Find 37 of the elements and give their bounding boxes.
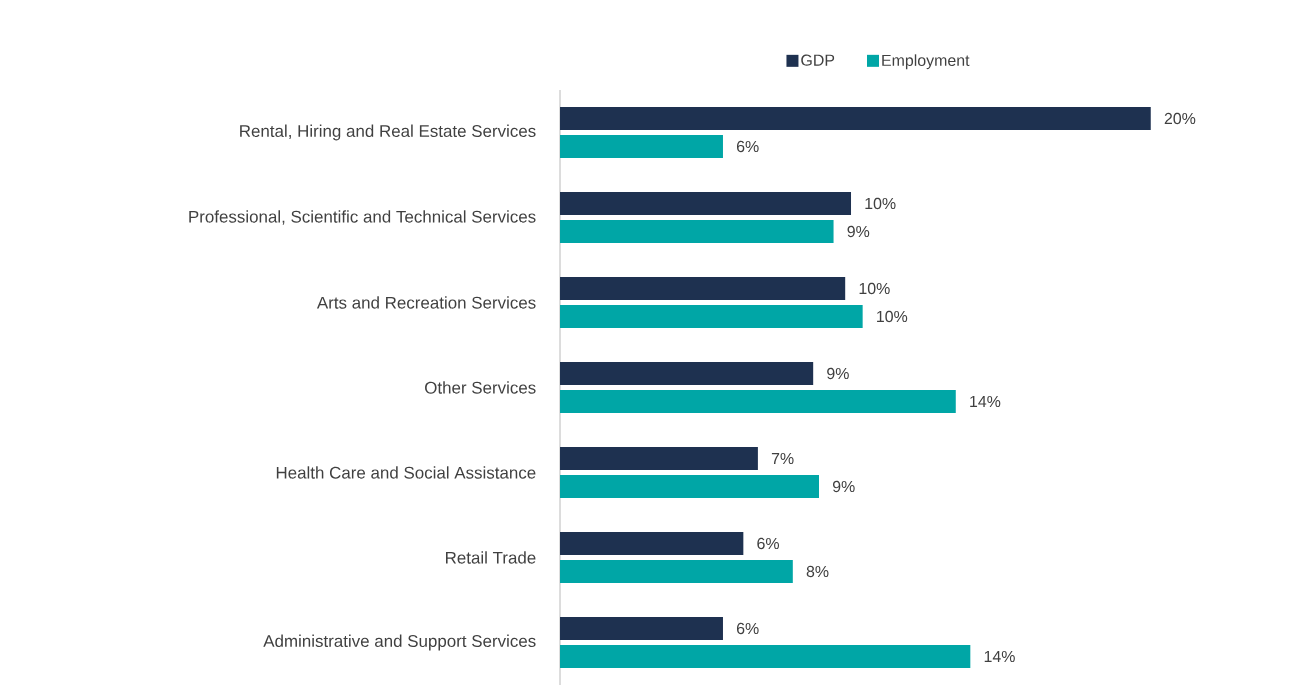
data-label: 20% (1164, 112, 1196, 125)
data-label: 10% (859, 282, 890, 295)
bar (560, 134, 723, 158)
y-tick-label: Other Services (425, 381, 536, 394)
data-label: 9% (832, 480, 855, 493)
data-label: 6% (736, 622, 759, 635)
y-tick-label: Arts and Recreation Services (316, 296, 536, 309)
bar (560, 106, 1151, 130)
data-label: 14% (984, 650, 1015, 663)
y-tick-label: Administrative and Support Services (263, 634, 536, 651)
bar (560, 446, 758, 470)
y-tick-label: Retail Trade (446, 551, 536, 564)
data-label: 9% (847, 225, 870, 238)
data-label: 6% (736, 140, 759, 153)
legend-label: GDP (801, 54, 835, 66)
bar (560, 474, 819, 498)
data-label: 6% (757, 537, 780, 550)
bar (560, 304, 863, 328)
data-label: 8% (806, 565, 829, 578)
y-tick-label: Professional, Scientific and Technical Services (189, 210, 536, 225)
bar (560, 389, 956, 413)
bar (560, 361, 814, 385)
data-label: 10% (877, 310, 908, 323)
data-label: 7% (771, 452, 794, 465)
data-label: 14% (970, 395, 1001, 408)
y-tick-label: Health Care and Social Assistance (276, 466, 536, 479)
legend-label: Employment (882, 54, 970, 70)
bar (560, 644, 971, 668)
bar (560, 616, 723, 640)
bar (560, 559, 793, 583)
data-label: 10% (865, 197, 896, 210)
bar (560, 219, 834, 243)
bar (560, 191, 852, 215)
data-label: 9% (827, 367, 849, 380)
bar (560, 276, 846, 300)
y-tick-label: Rental, Hiring and Real Estate Services (240, 124, 536, 141)
bar (560, 531, 744, 555)
